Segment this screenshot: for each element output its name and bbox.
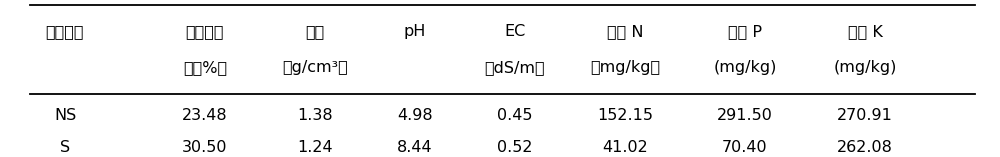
- Text: 70.40: 70.40: [722, 140, 768, 155]
- Text: 152.15: 152.15: [597, 108, 653, 124]
- Text: 率（%）: 率（%）: [183, 60, 227, 75]
- Text: S: S: [60, 140, 70, 155]
- Text: 0.45: 0.45: [497, 108, 533, 124]
- Text: (mg/kg): (mg/kg): [713, 60, 777, 75]
- Text: 容重: 容重: [305, 24, 325, 39]
- Text: pH: pH: [404, 24, 426, 39]
- Text: 1.24: 1.24: [297, 140, 333, 155]
- Text: 速效 P: 速效 P: [728, 24, 762, 39]
- Text: 262.08: 262.08: [837, 140, 893, 155]
- Text: 270.91: 270.91: [837, 108, 893, 124]
- Text: 30.50: 30.50: [182, 140, 228, 155]
- Text: 1.38: 1.38: [297, 108, 333, 124]
- Text: 速效 K: 速效 K: [848, 24, 882, 39]
- Text: 23.48: 23.48: [182, 108, 228, 124]
- Text: (mg/kg): (mg/kg): [833, 60, 897, 75]
- Text: （mg/kg）: （mg/kg）: [590, 60, 660, 75]
- Text: 碑解 N: 碑解 N: [607, 24, 643, 39]
- Text: （g/cm³）: （g/cm³）: [282, 60, 348, 75]
- Text: 田间持水: 田间持水: [186, 24, 224, 39]
- Text: EC: EC: [504, 24, 526, 39]
- Text: （dS/m）: （dS/m）: [485, 60, 545, 75]
- Text: 41.02: 41.02: [602, 140, 648, 155]
- Text: 8.44: 8.44: [397, 140, 433, 155]
- Text: 0.52: 0.52: [497, 140, 533, 155]
- Text: 供试土壤: 供试土壤: [46, 24, 84, 39]
- Text: 291.50: 291.50: [717, 108, 773, 124]
- Text: 4.98: 4.98: [397, 108, 433, 124]
- Text: NS: NS: [54, 108, 76, 124]
